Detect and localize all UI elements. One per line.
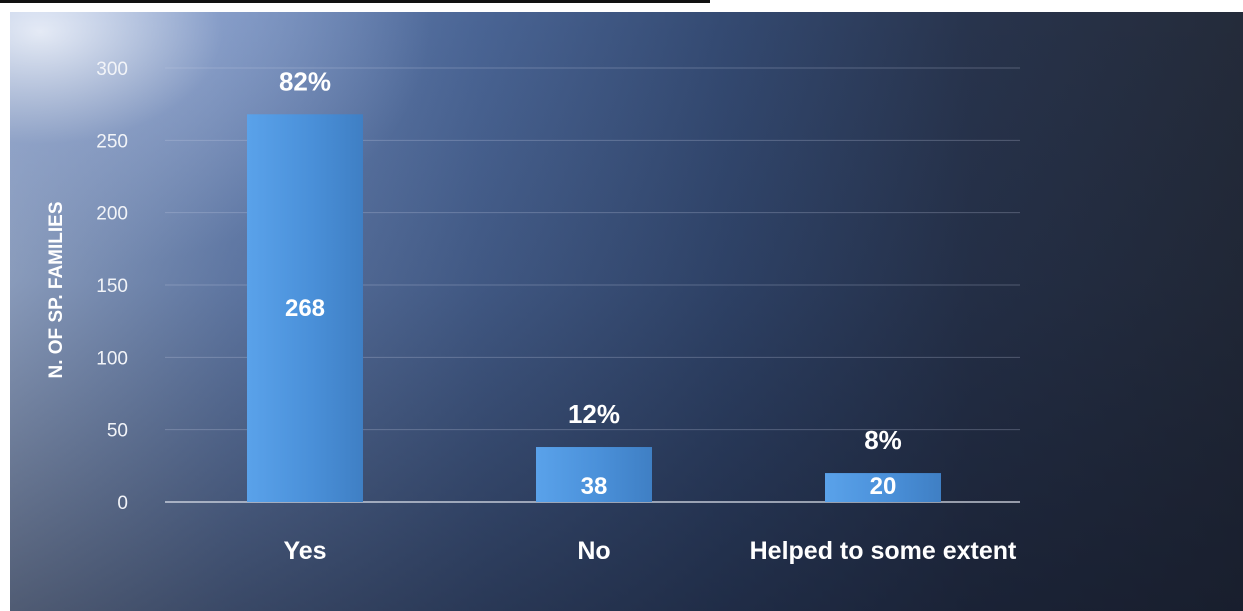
y-tick-label: 300 — [96, 59, 128, 80]
value-label: 20 — [870, 473, 897, 500]
bars — [247, 114, 941, 502]
data-labels: 82% 268 12% 38 8% 20 — [279, 66, 902, 500]
percent-label: 82% — [279, 66, 331, 96]
y-tick-label: 50 — [107, 421, 128, 442]
y-tick-label: 100 — [96, 348, 128, 369]
y-tick-labels: 0 50 100 150 200 250 300 — [96, 59, 128, 514]
bar-helped-to-some-extent — [825, 473, 941, 502]
value-label: 268 — [285, 295, 325, 322]
y-axis-title: N. OF SP. FAMILIES — [46, 201, 67, 378]
category-labels: Yes No Helped to some extent — [283, 537, 1017, 565]
percent-label: 8% — [864, 425, 902, 455]
percent-label: 12% — [568, 399, 620, 429]
top-rule — [0, 0, 710, 3]
background-shade — [10, 12, 1243, 611]
y-tick-label: 0 — [117, 493, 128, 514]
chart-background — [10, 12, 1243, 611]
bar-no — [536, 447, 652, 502]
y-tick-label: 250 — [96, 131, 128, 152]
category-label: Yes — [283, 537, 326, 565]
y-tick-label: 200 — [96, 204, 128, 225]
value-label: 38 — [581, 473, 608, 500]
bar-yes — [247, 114, 363, 502]
category-label: Helped to some extent — [750, 537, 1017, 565]
y-tick-label: 150 — [96, 276, 128, 297]
category-label: No — [577, 537, 610, 565]
